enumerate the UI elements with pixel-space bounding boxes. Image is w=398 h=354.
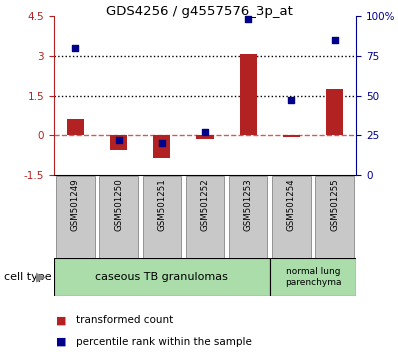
Text: caseous TB granulomas: caseous TB granulomas	[96, 272, 228, 282]
Bar	[272, 176, 310, 258]
Text: cell type: cell type	[4, 272, 52, 282]
Bar	[110, 135, 127, 150]
Text: percentile rank within the sample: percentile rank within the sample	[76, 337, 252, 347]
Text: ■: ■	[56, 337, 66, 347]
Text: GSM501253: GSM501253	[244, 178, 253, 231]
Point	[288, 97, 295, 103]
Point	[202, 129, 208, 135]
Point	[332, 37, 338, 42]
Bar	[196, 135, 214, 139]
Text: GSM501252: GSM501252	[201, 178, 209, 231]
Point	[158, 141, 165, 146]
Bar	[153, 135, 170, 158]
Bar	[186, 176, 224, 258]
Bar	[142, 176, 181, 258]
Bar	[54, 258, 270, 296]
Text: transformed count: transformed count	[76, 315, 173, 325]
Point	[72, 45, 78, 51]
Text: GDS4256 / g4557576_3p_at: GDS4256 / g4557576_3p_at	[105, 5, 293, 18]
Point	[115, 137, 122, 143]
Text: GSM501251: GSM501251	[157, 178, 166, 231]
Bar	[316, 176, 354, 258]
Bar	[270, 258, 356, 296]
Text: GSM501255: GSM501255	[330, 178, 339, 231]
Text: GSM501250: GSM501250	[114, 178, 123, 231]
Bar	[67, 120, 84, 135]
Bar	[283, 135, 300, 137]
Bar	[240, 55, 257, 135]
Bar	[56, 176, 94, 258]
Text: ▶: ▶	[36, 270, 45, 284]
Bar	[229, 176, 267, 258]
Text: ■: ■	[56, 315, 66, 325]
Bar	[100, 176, 138, 258]
Bar	[326, 89, 343, 135]
Text: GSM501249: GSM501249	[71, 178, 80, 231]
Text: GSM501254: GSM501254	[287, 178, 296, 231]
Point	[245, 16, 252, 22]
Text: normal lung
parenchyma: normal lung parenchyma	[285, 267, 341, 287]
